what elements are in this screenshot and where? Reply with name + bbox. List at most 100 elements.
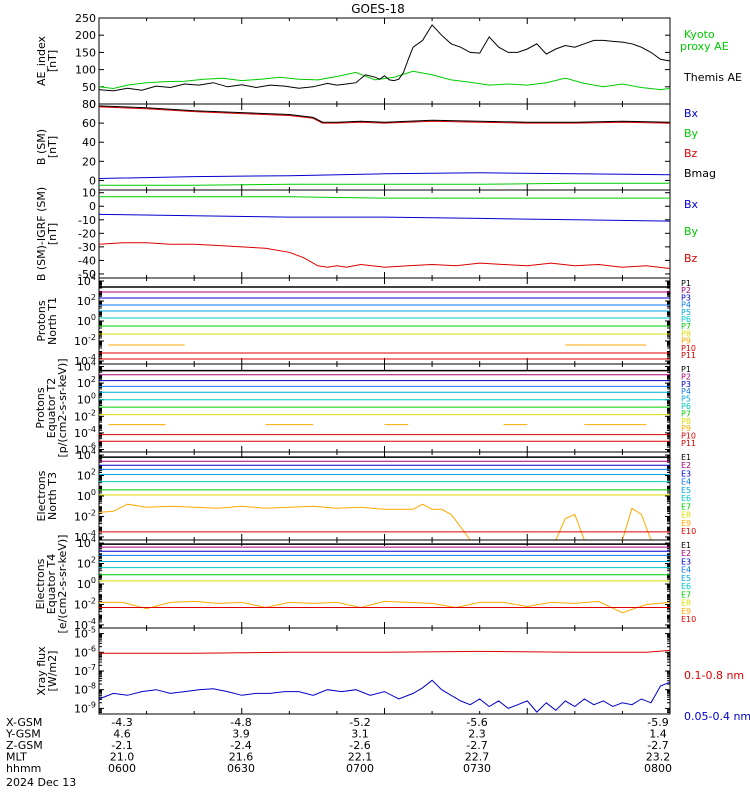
- legend-p5: P5: [681, 308, 691, 317]
- y-tick-label: 104: [77, 535, 96, 550]
- y-axis-label: Electrons: [35, 470, 48, 521]
- y-tick-label: 200: [75, 29, 96, 42]
- panel-frame: [98, 627, 671, 715]
- legend-e9: E9: [681, 607, 691, 616]
- legend-p2: P2: [681, 372, 691, 381]
- series-line-kyoto-proxy-ae: [98, 70, 671, 91]
- y-tick-label: 100: [77, 392, 96, 407]
- y-tick-label: 10-6: [74, 442, 96, 457]
- legend-bz: Bz: [684, 252, 698, 265]
- y-axis-label: B (SM)-IGRF (SM): [35, 187, 48, 281]
- axis-value: -2.7: [647, 739, 668, 752]
- legend-e3: E3: [681, 469, 691, 478]
- legend-bmag: Bmag: [684, 167, 716, 180]
- y-axis-label: [p/(cm2-s-sr-keV)]: [56, 358, 69, 457]
- legend-e5: E5: [681, 574, 691, 583]
- y-tick-label: 100: [75, 64, 96, 77]
- y-tick-label: 20: [82, 155, 96, 168]
- legend-e4: E4: [681, 566, 691, 575]
- legend-p2: P2: [681, 286, 691, 295]
- legend-e10: E10: [681, 527, 696, 536]
- axis-row-label: MLT: [6, 751, 27, 764]
- y-tick-label: -50: [78, 268, 96, 281]
- y-tick-label: 10-4: [74, 425, 96, 440]
- panel-xray: 10-9 10-8 10-7 10-6 10-5 Xray flux[W/m2] 0.1-0…: [35, 626, 750, 723]
- legend-bx: Bx: [684, 107, 699, 120]
- axis-value: 0700: [346, 762, 374, 775]
- legend-e3: E3: [681, 557, 691, 566]
- legend-by: By: [684, 225, 699, 238]
- legend-e5: E5: [681, 486, 691, 495]
- legend-p1: P1: [681, 279, 691, 288]
- axis-value: 3.1: [351, 728, 369, 741]
- axis-row-label: Z-GSM: [6, 739, 43, 752]
- legend-p3: P3: [681, 380, 691, 389]
- y-tick-label: 10-5: [74, 626, 96, 641]
- y-tick-label: 10-7: [74, 663, 96, 678]
- legend-p10: P10: [681, 432, 696, 441]
- legend-e1: E1: [681, 541, 691, 550]
- y-axis-label: [e/(cm2-s-sr-keV)]: [56, 535, 69, 634]
- y-axis-label: [nT]: [46, 50, 59, 72]
- legend-bx: Bx: [684, 198, 699, 211]
- legend-themis: Themis AE: [683, 71, 742, 84]
- legend-e2: E2: [681, 549, 691, 558]
- y-tick-label: 0: [89, 174, 96, 187]
- legend-e8: E8: [681, 511, 691, 520]
- series-line-0-1-0-8-nm: [99, 649, 671, 654]
- y-tick-label: 102: [77, 293, 96, 308]
- legend-e1: E1: [681, 453, 691, 462]
- axis-value: -4.3: [111, 716, 132, 729]
- axis-value: 22.7: [465, 751, 490, 764]
- axis-value: -2.6: [349, 739, 370, 752]
- legend-by: By: [684, 127, 699, 140]
- y-axis-label: [nT]: [46, 223, 59, 245]
- legend-e7: E7: [681, 590, 691, 599]
- series-line-e9: [99, 600, 671, 614]
- axis-value: 0600: [108, 762, 136, 775]
- legend-p11: P11: [681, 439, 696, 448]
- legend-p7: P7: [681, 322, 691, 331]
- y-tick-label: 100: [77, 576, 96, 591]
- y-tick-label: 102: [77, 468, 96, 483]
- axis-value: 3.9: [232, 728, 250, 741]
- y-tick-label: 250: [75, 12, 96, 25]
- y-axis-label: [W/m2]: [46, 651, 59, 692]
- y-axis-label: Electrons: [34, 558, 47, 609]
- y-tick-label: 10-8: [74, 682, 96, 697]
- legend-kyoto: proxy AE: [680, 40, 729, 53]
- y-tick-label: -20: [78, 227, 96, 240]
- series-line-bz: [98, 106, 671, 124]
- y-tick-label: 40: [82, 136, 96, 149]
- y-tick-label: 10: [82, 187, 96, 200]
- y-axis-label: Protons: [35, 300, 48, 341]
- y-tick-label: 104: [77, 358, 96, 373]
- series-line-bx: [98, 213, 671, 222]
- y-axis-label: Protons: [34, 387, 47, 428]
- series-line-by: [99, 182, 670, 186]
- y-tick-label: 10-4: [74, 353, 96, 368]
- y-axis-label: Xray flux: [35, 646, 48, 696]
- y-tick-label: 104: [77, 273, 96, 288]
- legend-xray-long: 0.1-0.8 nm: [684, 669, 744, 682]
- y-tick-label: 10-4: [74, 617, 96, 632]
- legend-kyoto: Kyoto: [684, 28, 715, 41]
- legend-p3: P3: [681, 293, 691, 302]
- series-line-bx: [98, 172, 671, 179]
- y-tick-label: 102: [77, 556, 96, 571]
- y-axis-label: B (SM): [35, 129, 48, 165]
- y-tick-label: -30: [78, 241, 96, 254]
- y-tick-label: 10-6: [74, 644, 96, 659]
- axis-value: 0730: [463, 762, 491, 775]
- legend-p1: P1: [681, 365, 691, 374]
- legend-p6: P6: [681, 315, 691, 324]
- axis-value: -5.6: [466, 716, 487, 729]
- y-tick-label: 0: [89, 98, 96, 111]
- panel-frame: [98, 277, 671, 365]
- y-axis-label: North T3: [46, 472, 59, 520]
- axis-value: 1.4: [649, 728, 667, 741]
- legend-bz: Bz: [684, 147, 698, 160]
